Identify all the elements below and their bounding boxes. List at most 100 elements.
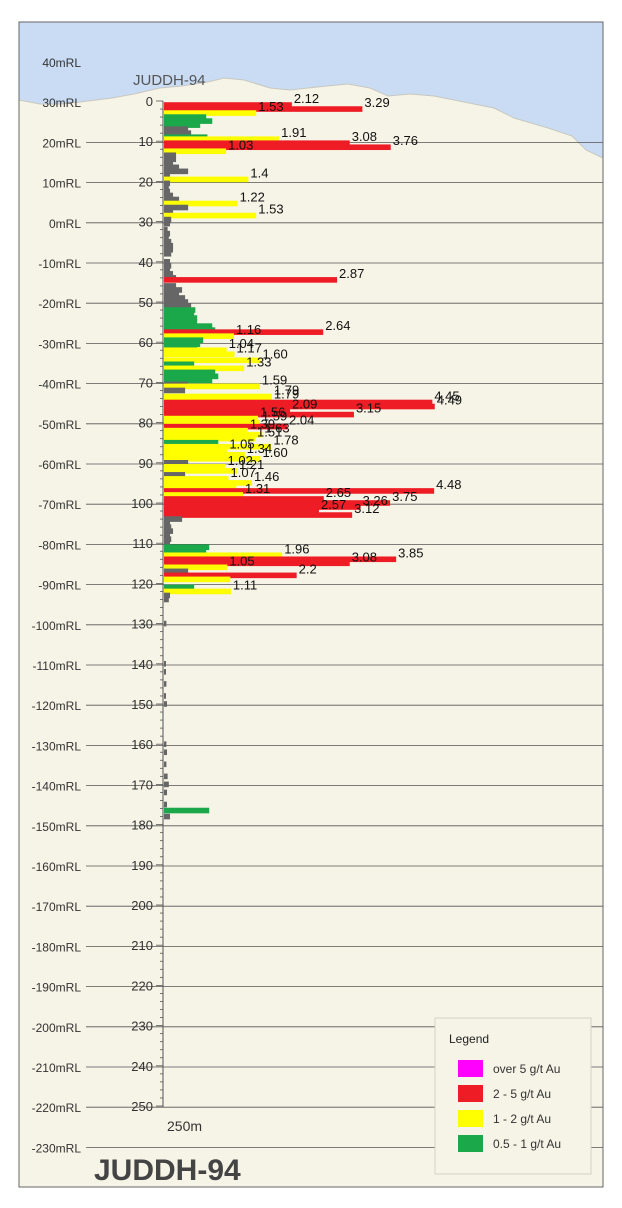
rl-label: -170mRL <box>32 900 82 914</box>
assay-bar <box>164 208 174 215</box>
assay-bar <box>164 468 237 474</box>
assay-bar <box>164 271 174 277</box>
assay-bar <box>164 544 210 551</box>
assay-bar <box>164 761 167 768</box>
assay-bar <box>164 291 180 297</box>
assay-bar <box>164 200 238 207</box>
rl-label: -10mRL <box>38 257 81 271</box>
assay-bar <box>164 504 361 510</box>
depth-label: 170 <box>131 777 153 792</box>
depth-label: 110 <box>132 536 153 551</box>
assay-bar <box>164 180 171 187</box>
assay-value-label: 1.59 <box>262 372 287 387</box>
assay-value-label: 1.22 <box>240 190 265 205</box>
assay-bar <box>164 347 227 354</box>
rl-label: -110mRL <box>33 659 82 673</box>
assay-bar <box>164 419 260 426</box>
depth-label: 150 <box>131 697 153 712</box>
depth-label: 50 <box>139 295 153 310</box>
assay-bar <box>164 188 171 195</box>
assay-bar <box>164 337 204 343</box>
legend-swatch <box>458 1135 483 1152</box>
assay-value-label: 1.05 <box>229 553 254 568</box>
assay-value-labels: 2.12 3.291.531.91 3.08 3.761.031.41.221.532… <box>228 91 463 592</box>
depth-label: 230 <box>131 1019 153 1034</box>
assay-bar <box>164 246 174 253</box>
assay-value-label: 3.75 <box>392 489 417 504</box>
scale-label: 250m <box>167 1118 202 1134</box>
assay-bar <box>164 122 201 128</box>
assay-value-label: 1.17 <box>237 340 262 355</box>
assay-value-label: 2.09 <box>292 397 317 412</box>
assay-bar <box>164 311 195 317</box>
depth-label: 90 <box>139 456 153 471</box>
assay-value-label: 1.59 <box>262 409 287 424</box>
assay-bar <box>164 451 245 458</box>
rl-label: -150mRL <box>32 820 82 834</box>
assay-bar <box>164 126 189 132</box>
assay-bar <box>164 130 192 136</box>
rl-label: -40mRL <box>38 378 81 392</box>
assay-bar <box>164 176 249 183</box>
assay-value-label: 2.87 <box>339 266 364 281</box>
rl-label: 0mRL <box>49 217 81 231</box>
assay-value-label: 1.79 <box>274 382 299 397</box>
assay-bar <box>164 144 391 151</box>
assay-bar <box>164 552 283 559</box>
assay-bar <box>164 399 433 406</box>
assay-value-label: 1.51 <box>257 425 282 440</box>
assay-value-label: 1.53 <box>258 202 283 217</box>
assay-value-label: 2.04 <box>289 413 314 428</box>
depth-label: 220 <box>131 978 153 993</box>
assay-bar <box>164 455 261 462</box>
assay-bar <box>164 393 272 400</box>
assay-value-label: 4.49 <box>437 393 462 408</box>
plot-border <box>18 21 604 1188</box>
assay-bar <box>164 701 168 707</box>
sky-area <box>19 22 603 158</box>
assay-bar <box>164 377 213 384</box>
assay-bar <box>164 472 186 478</box>
depth-label: 20 <box>139 174 153 189</box>
assay-bar <box>164 801 168 808</box>
assay-bar <box>164 287 183 293</box>
assay-bar <box>164 496 324 502</box>
assay-bar <box>164 443 272 450</box>
assay-bar <box>164 669 166 675</box>
depth-label: 240 <box>131 1059 153 1074</box>
rl-label: -210mRL <box>32 1061 82 1075</box>
assay-value-label: 1.07 <box>231 465 256 480</box>
assay-bar <box>164 693 166 699</box>
assay-bar <box>164 584 195 591</box>
assay-value-label: 1.96 <box>284 541 309 556</box>
assay-bar <box>164 220 171 227</box>
assay-bar <box>164 315 198 321</box>
assay-value-label: 1.39 <box>250 417 275 432</box>
assay-bar <box>164 102 292 108</box>
assay-bar <box>164 661 166 667</box>
assay-value-label: 3.08 <box>352 549 377 564</box>
assay-bar <box>164 484 237 490</box>
assay-bar <box>164 329 324 335</box>
assay-bar <box>164 106 363 112</box>
assay-bar <box>164 295 186 301</box>
depth-label: 140 <box>131 657 153 672</box>
assay-bar <box>164 592 171 599</box>
assay-bar <box>164 411 354 418</box>
assay-bar <box>164 415 259 422</box>
assay-bar <box>164 488 435 494</box>
legend-swatch <box>458 1060 483 1077</box>
assay-value-label: 1.21 <box>239 457 264 472</box>
assay-value-label: 1.46 <box>254 469 279 484</box>
rl-label: -50mRL <box>38 418 81 432</box>
assay-bar <box>164 242 174 249</box>
assay-bar <box>164 196 180 203</box>
rl-label: -70mRL <box>38 498 81 512</box>
assay-bar <box>164 168 189 175</box>
assay-bar <box>164 267 171 273</box>
assay-value-label: 3.85 <box>398 545 423 560</box>
chart-title: JUDDH-94 <box>94 1154 241 1187</box>
assay-bar <box>164 230 171 237</box>
assay-value-label: 1.33 <box>246 354 271 369</box>
rl-label: -160mRL <box>32 860 82 874</box>
